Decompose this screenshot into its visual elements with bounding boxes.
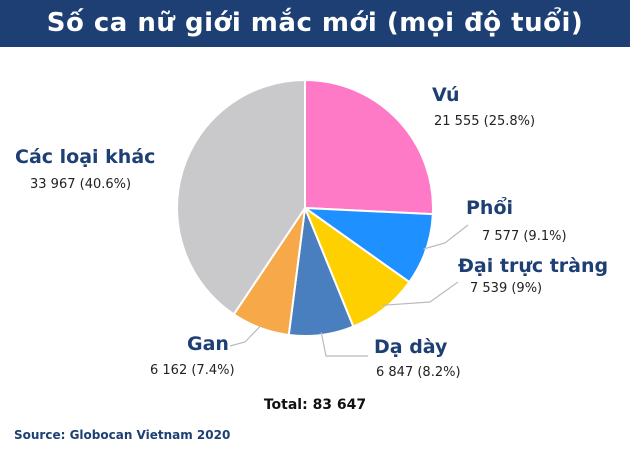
value-da-day: 6 847 (8.2%): [376, 365, 461, 380]
label-dai-truc-trang: Đại trực tràng: [458, 255, 609, 277]
pie-chart: [176, 78, 469, 357]
label-phoi: Phổi: [466, 197, 514, 219]
pie-slices: [176, 78, 434, 337]
value-cac-loai-khac: 33 967 (40.6%): [30, 177, 132, 192]
value-gan: 6 162 (7.4%): [150, 363, 235, 378]
leader-phoi: [423, 224, 469, 250]
chart-title: Số ca nữ giới mắc mới (mọi độ tuổi): [46, 8, 584, 38]
leader-lines: [229, 224, 469, 357]
label-da-day: Dạ dày: [374, 336, 448, 358]
title-bar: [0, 0, 630, 47]
slice-vu: [304, 78, 434, 216]
total-label: Total: 83 647: [263, 397, 367, 413]
leader-da-day: [320, 332, 368, 357]
label-vu: Vú: [432, 84, 460, 106]
value-phoi: 7 577 (9.1%): [482, 229, 567, 244]
label-gan: Gan: [187, 333, 229, 355]
leader-gan: [229, 325, 262, 347]
leader-dai-truc-trang: [382, 281, 459, 306]
slice-cac-loai-khac: [176, 78, 306, 316]
value-dai-truc-trang: 7 539 (9%): [470, 281, 543, 296]
source-label: Source: Globocan Vietnam 2020: [14, 428, 231, 442]
value-vu: 21 555 (25.8%): [434, 114, 536, 129]
label-cac-loai-khac: Các loại khác: [15, 146, 156, 168]
